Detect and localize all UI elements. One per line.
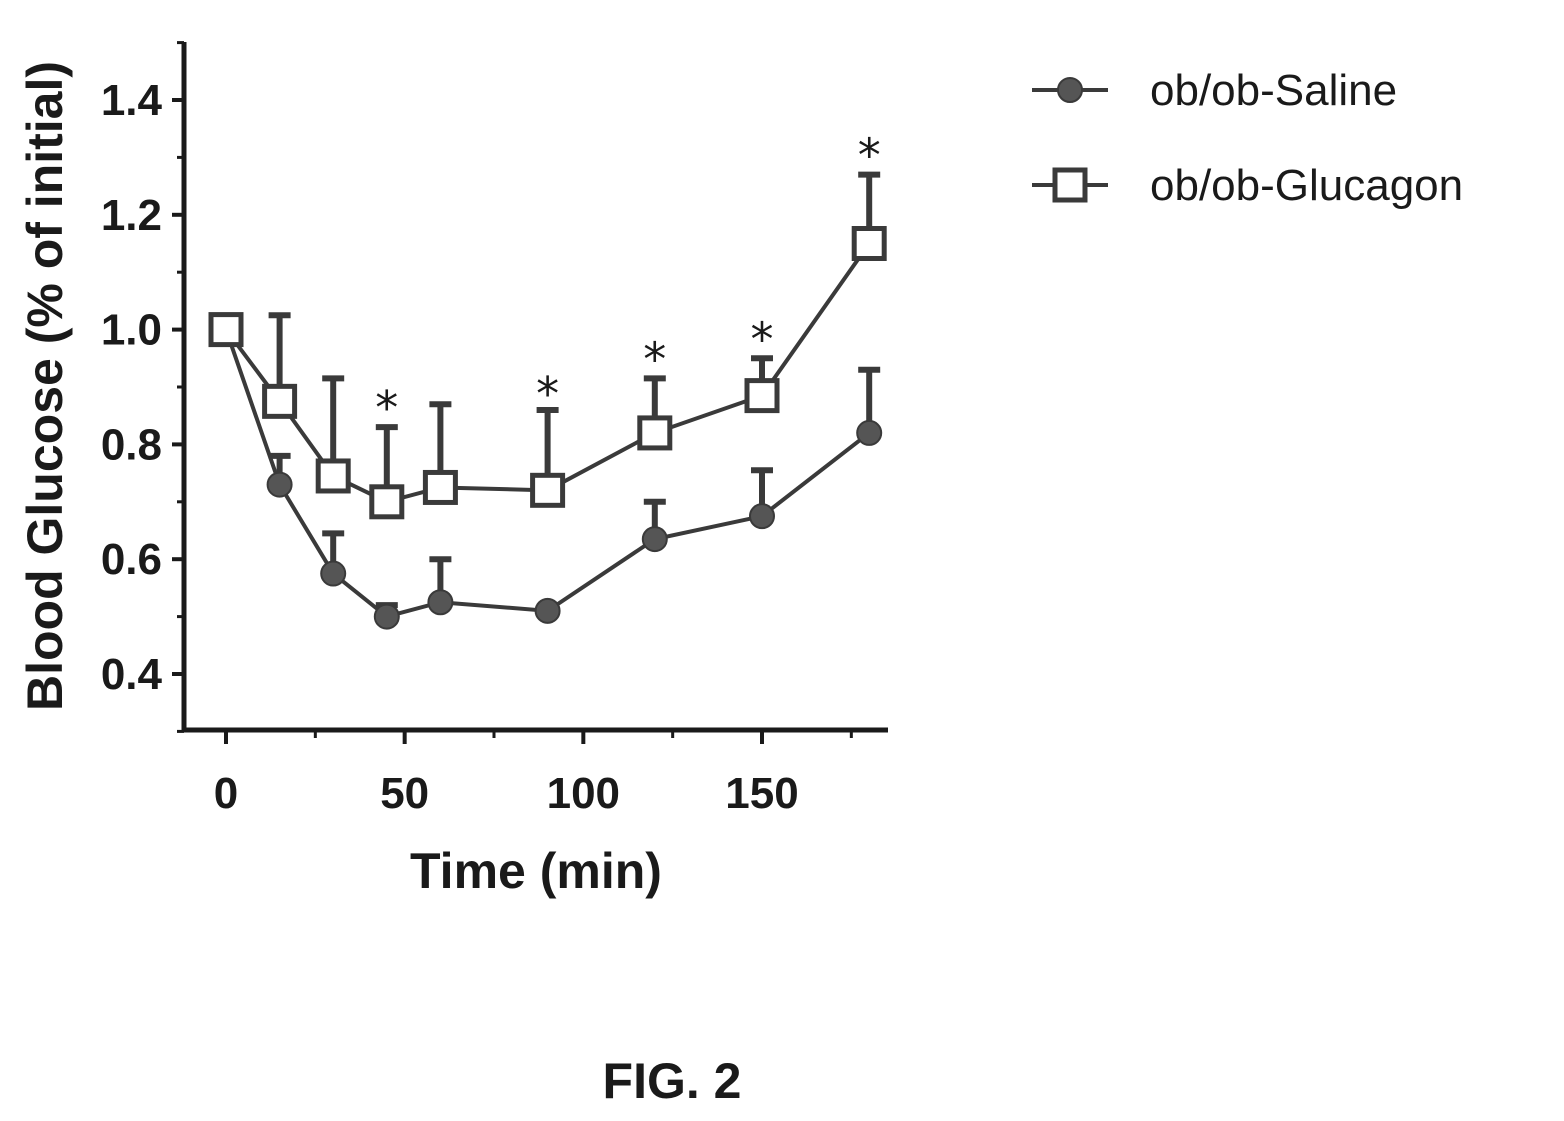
legend-marker <box>1052 167 1088 203</box>
chart-axes: 0.4 0.6 0.8 1.0 1.2 1.4 0 50 100 150 Time (min) Blo… <box>17 41 888 899</box>
data-point <box>208 312 244 348</box>
y-tick-label: 0.6 <box>101 535 162 584</box>
data-point <box>637 415 673 451</box>
significance-marker: * <box>643 332 666 386</box>
data-point <box>315 458 351 494</box>
data-point <box>262 383 298 419</box>
legend-label: ob/ob-Saline <box>1150 66 1397 115</box>
data-point <box>369 484 405 520</box>
significance-marker: * <box>858 129 881 183</box>
x-tick-label: 0 <box>214 769 238 818</box>
chart-series <box>208 171 887 630</box>
legend-item: ob/ob-Saline <box>1032 66 1397 115</box>
legend-item: ob/ob-Glucagon <box>1032 161 1463 210</box>
data-point <box>856 419 883 446</box>
series-1 <box>208 171 887 520</box>
data-point <box>851 226 887 261</box>
data-point <box>641 526 668 553</box>
data-point <box>744 378 780 414</box>
data-point <box>266 471 293 498</box>
x-axis-title: Time (min) <box>410 843 662 899</box>
chart-legend: ob/ob-Saline ob/ob-Glucagon <box>1032 66 1463 210</box>
data-point <box>530 472 566 508</box>
data-point <box>373 603 400 630</box>
significance-marker: * <box>375 381 398 435</box>
y-tick-label: 0.4 <box>101 650 163 699</box>
data-point <box>749 503 775 530</box>
x-tick-label: 50 <box>380 769 429 818</box>
y-tick-label: 1.4 <box>101 76 163 125</box>
y-tick-label: 0.8 <box>101 420 162 469</box>
legend-marker <box>1057 77 1083 103</box>
x-tick-label: 100 <box>547 769 620 818</box>
significance-marker: * <box>536 367 559 421</box>
y-tick-label: 1.2 <box>101 191 162 240</box>
y-tick-label: 1.0 <box>101 306 162 355</box>
chart-annotations: * * * * * <box>375 129 880 436</box>
figure-caption: FIG. 2 <box>603 1053 742 1109</box>
x-tick-label: 150 <box>725 769 798 818</box>
data-point <box>534 597 561 624</box>
data-point <box>320 560 347 587</box>
data-point <box>427 589 454 616</box>
legend-label: ob/ob-Glucagon <box>1150 161 1463 210</box>
data-point <box>422 469 458 505</box>
significance-marker: * <box>751 312 774 366</box>
y-axis-title: Blood Glucose (% of initial) <box>17 61 73 711</box>
